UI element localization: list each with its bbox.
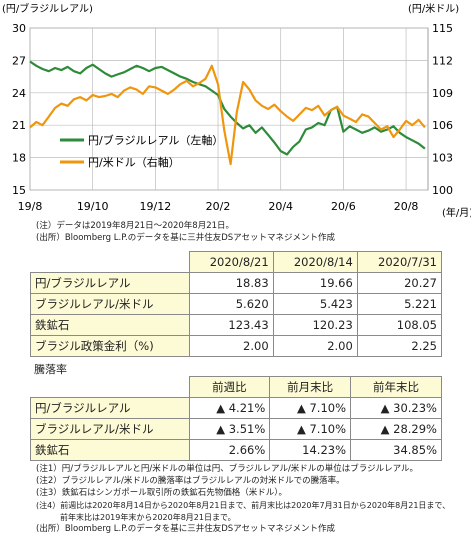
changes-header-row: 前週比 前月末比 前年末比 xyxy=(30,376,442,398)
table-cell: 2.00 xyxy=(188,335,274,357)
x-axis-unit: (年/月) xyxy=(442,206,471,219)
table-cell: 20.27 xyxy=(356,272,443,294)
changes-col-header: 前年末比 xyxy=(350,376,442,398)
changes-table: 前週比 前月末比 前年末比 円/ブラジルレアル ▲ 4.21% ▲ 7.10% … xyxy=(30,376,442,461)
x-tick-label: 19/12 xyxy=(140,200,172,213)
legend-label-brl: 円/ブラジルレアル（左軸） xyxy=(88,133,223,147)
levels-table: 2020/8/21 2020/8/14 2020/7/31 円/ブラジルレアル … xyxy=(30,251,443,357)
x-tick-label: 20/4 xyxy=(268,200,293,213)
chart-legend: 円/ブラジルレアル（左軸） 円/米ドル（右軸） xyxy=(60,133,223,169)
table-row: ブラジルレアル/米ドル ▲ 3.51% ▲ 7.10% ▲ 28.29% xyxy=(30,418,442,440)
right-tick-label: 112 xyxy=(432,54,453,67)
table-cell: 2.66% xyxy=(188,439,271,461)
left-tick-label: 30 xyxy=(12,22,26,35)
chart-note: (注）データは2019年8月21日～2020年8月21日。 xyxy=(36,221,235,231)
right-axis-label: (円/米ドル) xyxy=(408,2,459,15)
table-cell: 123.43 xyxy=(188,314,274,336)
table-cell: ▲ 30.23% xyxy=(350,397,442,419)
footer-note: (注2）ブラジルレアル/米ドルの騰落率はブラジルレアルの対米ドルでの騰落率。 xyxy=(36,476,345,486)
table-cell: ▲ 7.10% xyxy=(269,418,352,440)
x-tick-label: 20/6 xyxy=(331,200,356,213)
table-cell: 120.23 xyxy=(272,314,358,336)
table-cell: 2.00 xyxy=(272,335,358,357)
table-row: 鉄鉱石 2.66% 14.23% 34.85% xyxy=(30,439,442,461)
table-cell: 5.423 xyxy=(272,293,358,315)
changes-title: 騰落率 xyxy=(34,363,67,376)
changes-corner xyxy=(30,376,190,398)
series-line-jpy-usd xyxy=(29,64,426,166)
right-tick-label: 103 xyxy=(432,152,453,165)
right-tick-label: 115 xyxy=(432,22,453,35)
x-tick-label: 20/2 xyxy=(206,200,231,213)
legend-label-usd: 円/米ドル（右軸） xyxy=(88,155,180,169)
x-axis-ticks: 19/8 19/10 19/12 20/2 20/4 20/6 20/8 xyxy=(18,200,419,213)
table-cell: 19.66 xyxy=(272,272,358,294)
left-axis-label: (円/ブラジルレアル) xyxy=(2,2,93,15)
changes-col-header: 前週比 xyxy=(188,376,271,398)
chart-grid xyxy=(29,27,429,191)
right-tick-label: 100 xyxy=(432,184,453,197)
levels-col-header: 2020/7/31 xyxy=(356,251,443,273)
chart-source: (出所）Bloomberg L.P.のデータを基に三井住友DSアセットマネジメン… xyxy=(36,233,335,243)
table-cell: 5.221 xyxy=(356,293,443,315)
table-cell: 34.85% xyxy=(350,439,442,461)
footer-note: (注4）前週比は2020年8月14日から2020年8月21日まで、前月末比は20… xyxy=(36,501,451,510)
row-label: 鉄鉱石 xyxy=(30,439,190,461)
levels-col-header: 2020/8/14 xyxy=(272,251,358,273)
row-label: 鉄鉱石 xyxy=(30,314,190,336)
table-cell: 108.05 xyxy=(356,314,443,336)
levels-corner xyxy=(30,251,190,273)
row-label: 円/ブラジルレアル xyxy=(30,397,190,419)
changes-col-header: 前月末比 xyxy=(269,376,352,398)
table-cell: 18.83 xyxy=(188,272,274,294)
left-tick-label: 27 xyxy=(12,54,26,67)
x-tick-label: 20/8 xyxy=(394,200,419,213)
row-label: 円/ブラジルレアル xyxy=(30,272,190,294)
left-tick-label: 18 xyxy=(12,152,26,165)
x-tick-label: 19/10 xyxy=(77,200,109,213)
table-row: 円/ブラジルレアル 18.83 19.66 20.27 xyxy=(30,272,443,294)
footer-source: (出所）Bloomberg L.P.のデータを基に三井住友DSアセットマネジメン… xyxy=(36,524,335,534)
table-cell: ▲ 7.10% xyxy=(269,397,352,419)
table-row: 円/ブラジルレアル ▲ 4.21% ▲ 7.10% ▲ 30.23% xyxy=(30,397,442,419)
x-tick-label: 19/8 xyxy=(18,200,43,213)
table-cell: ▲ 3.51% xyxy=(188,418,271,440)
right-axis-ticks: 115 112 109 106 103 100 xyxy=(432,22,453,197)
table-row: ブラジル政策金利（%) 2.00 2.00 2.25 xyxy=(30,335,443,357)
left-tick-label: 15 xyxy=(12,184,26,197)
table-cell: 14.23% xyxy=(269,439,352,461)
levels-header-row: 2020/8/21 2020/8/14 2020/7/31 xyxy=(30,251,443,273)
levels-col-header: 2020/8/21 xyxy=(188,251,274,273)
table-cell: ▲ 4.21% xyxy=(188,397,271,419)
right-tick-label: 106 xyxy=(432,119,453,132)
series-line-jpy-brl xyxy=(29,60,426,156)
table-row: ブラジルレアル/米ドル 5.620 5.423 5.221 xyxy=(30,293,443,315)
row-label: ブラジル政策金利（%) xyxy=(30,335,190,357)
chart-series xyxy=(29,60,426,166)
footer-note: (注1）円/ブラジルレアルと円/米ドルの単位は円、ブラジルレアル/米ドルの単位は… xyxy=(36,464,419,474)
left-tick-label: 24 xyxy=(12,87,26,100)
right-tick-label: 109 xyxy=(432,87,453,100)
table-cell: ▲ 28.29% xyxy=(350,418,442,440)
table-cell: 2.25 xyxy=(356,335,443,357)
footer-note: (注3）鉄鉱石はシンガポール取引所の鉄鉱石先物価格（米ドル）。 xyxy=(36,488,287,498)
row-label: ブラジルレアル/米ドル xyxy=(30,418,190,440)
table-cell: 5.620 xyxy=(188,293,274,315)
left-axis-ticks: 30 27 24 21 18 15 xyxy=(12,22,26,197)
row-label: ブラジルレアル/米ドル xyxy=(30,293,190,315)
left-tick-label: 21 xyxy=(12,119,26,132)
footer-note: 前年末比は2019年末から2020年8月21日まで。 xyxy=(36,513,236,522)
table-row: 鉄鉱石 123.43 120.23 108.05 xyxy=(30,314,443,336)
